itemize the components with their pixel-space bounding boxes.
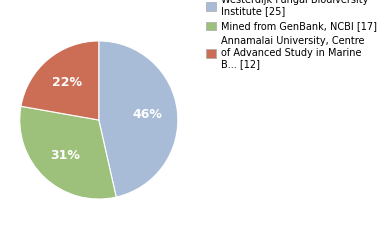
Wedge shape [21, 41, 99, 120]
Text: 22%: 22% [52, 76, 82, 89]
Legend: Westerdijk Fungal Biodiversity
Institute [25], Mined from GenBank, NCBI [17], An: Westerdijk Fungal Biodiversity Institute… [204, 0, 379, 71]
Wedge shape [99, 41, 178, 197]
Wedge shape [20, 106, 116, 199]
Text: 31%: 31% [50, 149, 80, 162]
Text: 46%: 46% [133, 108, 162, 121]
